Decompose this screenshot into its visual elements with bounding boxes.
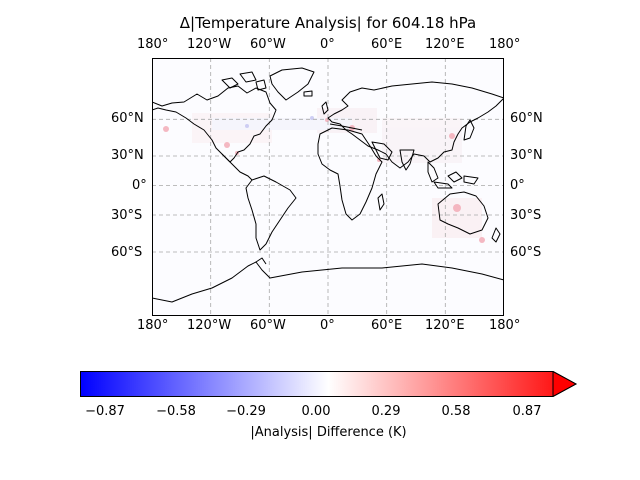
- colorbar-tick-neg-0-29: −0.29: [226, 404, 266, 419]
- plot-title: Δ|Temperature Analysis| for 604.18 hPa: [179, 14, 477, 32]
- colorbar-tick-neg-0-58: −0.58: [156, 404, 196, 419]
- lon-tick-bottom-180w: 180°: [137, 318, 169, 333]
- lat-tick-left-30n: 30°N: [111, 148, 144, 163]
- colorbar: [80, 371, 577, 397]
- colorbar-tick-pos-0-29: 0.29: [371, 404, 401, 419]
- gridlines: [152, 58, 504, 316]
- lon-tick-bottom-120w: 120°W: [187, 318, 232, 333]
- coastlines: [152, 67, 504, 303]
- colorbar-tick-pos-0-87: 0.87: [512, 404, 542, 419]
- lat-tick-right-30s: 30°S: [510, 208, 542, 223]
- colorbar-tick-zero: 0.00: [301, 404, 331, 419]
- lon-tick-top-180e: 180°: [489, 37, 521, 52]
- lat-tick-left-60s: 60°S: [111, 245, 143, 260]
- lon-tick-top-120w: 120°W: [187, 37, 232, 52]
- lat-tick-right-60n: 60°N: [510, 111, 543, 126]
- lat-tick-left-60n: 60°N: [111, 111, 144, 126]
- colorbar-tick-neg-0-87: −0.87: [85, 404, 125, 419]
- lon-tick-top-0: 0°: [320, 37, 335, 52]
- world-map: [152, 58, 504, 316]
- lat-tick-left-30s: 30°S: [111, 208, 143, 223]
- colorbar-tick-pos-0-58: 0.58: [441, 404, 471, 419]
- lat-tick-right-0: 0°: [510, 178, 525, 193]
- colorbar-label: |Analysis| Difference (K): [250, 425, 407, 440]
- lon-tick-top-180w: 180°: [137, 37, 169, 52]
- lon-tick-top-60w: 60°W: [250, 37, 286, 52]
- lon-tick-top-60e: 60°E: [371, 37, 403, 52]
- lon-tick-bottom-0: 0°: [320, 318, 335, 333]
- lat-tick-left-0: 0°: [132, 178, 147, 193]
- lat-tick-right-60s: 60°S: [510, 245, 542, 260]
- lon-tick-top-120e: 120°E: [425, 37, 465, 52]
- lon-tick-bottom-180e: 180°: [489, 318, 521, 333]
- lon-tick-bottom-60e: 60°E: [371, 318, 403, 333]
- lat-tick-right-30n: 30°N: [510, 148, 543, 163]
- difference-field: [192, 108, 482, 238]
- lon-tick-bottom-120e: 120°E: [425, 318, 465, 333]
- lon-tick-bottom-60w: 60°W: [250, 318, 286, 333]
